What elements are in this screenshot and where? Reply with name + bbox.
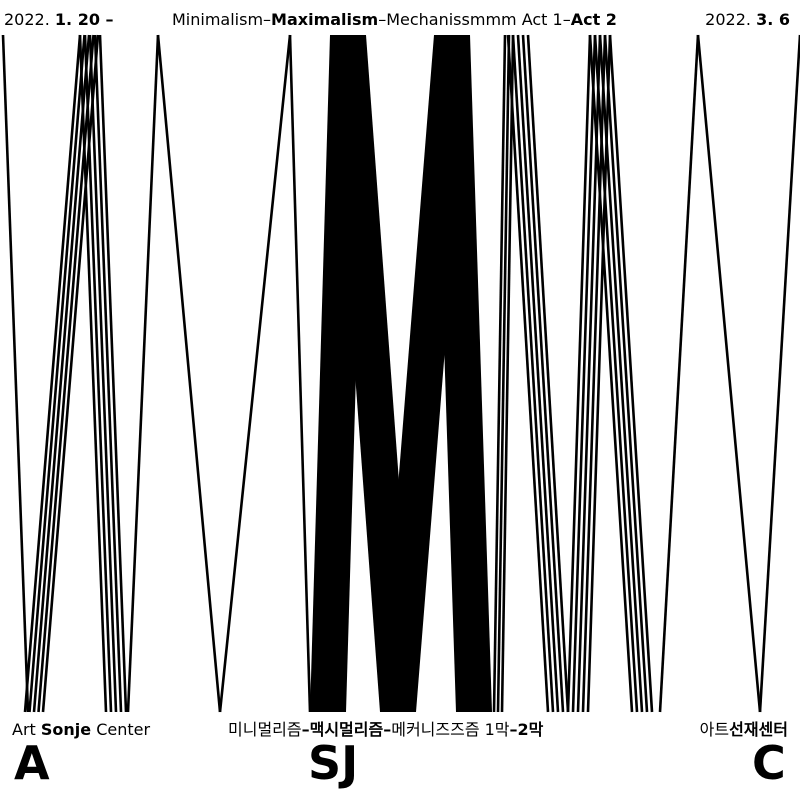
stroke — [598, 34, 644, 713]
date-end: 2022. 3. 6 — [705, 10, 790, 30]
stroke — [23, 34, 82, 713]
stroke — [37, 34, 95, 713]
letter: C — [752, 736, 786, 790]
stroke — [218, 34, 292, 713]
stroke — [696, 34, 762, 713]
text: –맥시멀리즘– — [301, 720, 392, 739]
stroke — [506, 34, 550, 713]
stroke — [1, 34, 30, 713]
title: Minimalism–Maximalism–Mechanissmmm Act 1… — [172, 10, 617, 30]
stroke — [434, 35, 492, 712]
text: Art — [12, 720, 41, 739]
stroke — [566, 34, 592, 713]
stroke — [156, 34, 222, 713]
stroke — [32, 34, 91, 713]
stroke — [83, 34, 113, 713]
text: 2022. — [705, 10, 751, 29]
date-start: 2022. 1. 20 – — [4, 10, 114, 30]
text: –2막 — [509, 720, 544, 739]
stroke — [588, 34, 634, 713]
stroke — [593, 34, 639, 713]
stroke — [608, 34, 654, 713]
stroke — [98, 34, 128, 713]
stroke — [658, 34, 700, 713]
stroke — [288, 34, 312, 713]
letter: A — [14, 736, 50, 790]
stroke — [758, 34, 800, 713]
letter: SJ — [308, 736, 359, 790]
text: 메커니즈즈즘 1막 — [391, 720, 510, 739]
text: 선재센터 — [729, 720, 788, 739]
text: 2022. — [4, 10, 50, 29]
text: –Mechanissmmm Act 1– — [378, 10, 571, 29]
venue-en: Art Sonje Center — [12, 720, 151, 740]
stroke — [511, 34, 555, 713]
stroke — [88, 34, 118, 713]
text: 미니멀리즘 — [228, 720, 302, 739]
stroke — [521, 34, 565, 713]
stroke — [126, 34, 160, 713]
stroke — [571, 34, 597, 713]
stroke — [603, 34, 649, 713]
text: Sonje — [40, 720, 92, 739]
text: 3. 6 — [756, 10, 790, 29]
stroke — [496, 34, 511, 713]
text: Act 2 — [570, 10, 617, 29]
stroke — [28, 34, 86, 713]
title-ko: 미니멀리즘–맥시멀리즘–메커니즈즈즘 1막–2막 — [228, 720, 544, 740]
text: Maximalism — [271, 10, 379, 29]
venue-ko: 아트선재센터 — [699, 720, 788, 740]
stroke — [78, 34, 108, 713]
stroke — [500, 34, 515, 713]
text: Center — [91, 720, 151, 739]
stroke — [516, 34, 560, 713]
text: 1. 20 – — [54, 10, 114, 29]
text: Minimalism– — [172, 10, 272, 29]
stroke — [526, 34, 570, 713]
text: 아트 — [699, 720, 730, 739]
stroke — [93, 34, 123, 713]
stroke — [492, 34, 507, 713]
